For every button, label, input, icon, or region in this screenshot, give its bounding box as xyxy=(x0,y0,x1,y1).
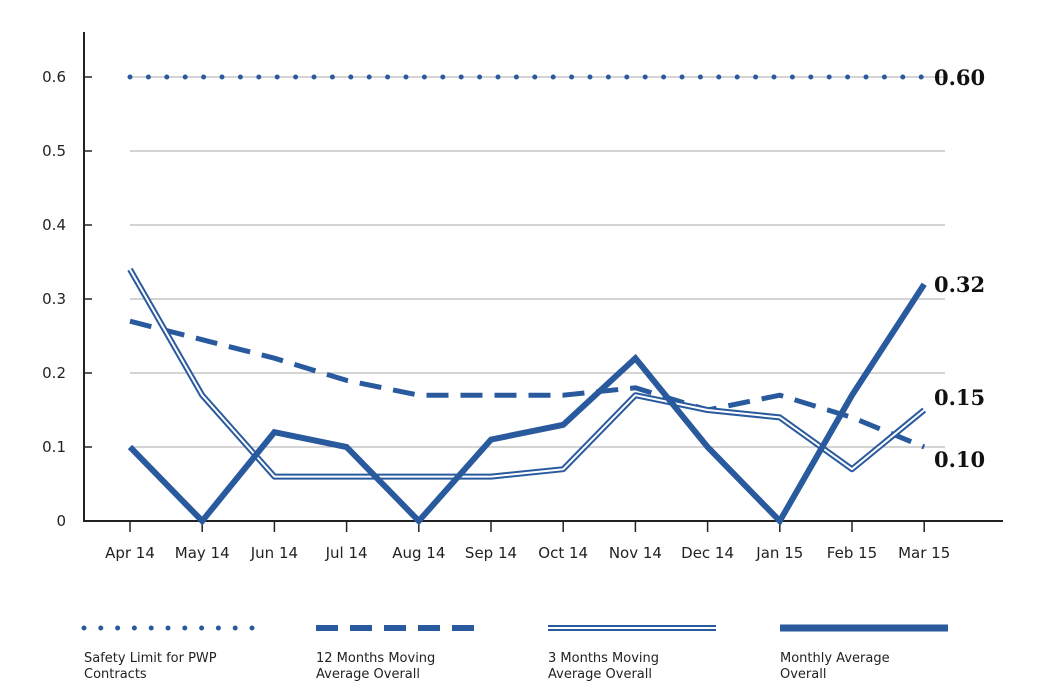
legend-label: 3 Months Moving xyxy=(548,651,659,666)
legend-label: 12 Months Moving xyxy=(316,651,435,666)
legend-label: Average Overall xyxy=(548,667,652,682)
end-label: 0.10 xyxy=(934,447,985,472)
x-tick-label: Aug 14 xyxy=(392,544,445,562)
x-tick-label: Nov 14 xyxy=(609,544,662,562)
end-label: 0.32 xyxy=(934,272,985,297)
series-line-thick xyxy=(127,282,927,526)
legend-label: Safety Limit for PWP xyxy=(84,651,217,666)
x-tick-label: Apr 14 xyxy=(105,544,155,562)
y-tick-label: 0.2 xyxy=(42,364,66,382)
x-tick-label: Jul 14 xyxy=(325,544,368,562)
x-tick-label: Mar 15 xyxy=(898,544,950,562)
y-tick-label: 0 xyxy=(56,512,66,530)
y-tick-label: 0.4 xyxy=(42,216,66,234)
y-tick-label: 0.3 xyxy=(42,290,66,308)
series-line-dashed xyxy=(129,318,926,450)
y-tick-label: 0.5 xyxy=(42,142,66,160)
axes: 0 0.1 0.2 0.3 0.4 0.5 0.6 Apr 14 May 14 Jun 14 Jul… xyxy=(42,32,1003,562)
series-lines xyxy=(127,74,927,526)
legend-label: Average Overall xyxy=(316,667,420,682)
end-label: 0.60 xyxy=(934,65,985,90)
legend-label: Contracts xyxy=(84,667,147,682)
legend-label: Monthly Average xyxy=(780,651,890,666)
x-tick-label: Feb 15 xyxy=(827,544,877,562)
x-tick-label: May 14 xyxy=(175,544,230,562)
y-tick-label: 0.6 xyxy=(42,68,66,86)
x-tick-label: Sep 14 xyxy=(465,544,517,562)
y-tick-label: 0.1 xyxy=(42,438,66,456)
gridlines xyxy=(130,76,945,448)
x-tick-label: Dec 14 xyxy=(681,544,734,562)
x-tick-label: Oct 14 xyxy=(538,544,588,562)
legend-label: Overall xyxy=(780,667,826,682)
end-label: 0.15 xyxy=(934,385,985,410)
x-tick-label: Jun 14 xyxy=(250,544,298,562)
series-line-double-inner xyxy=(129,268,925,478)
x-tick-label: Jan 15 xyxy=(755,544,803,562)
end-labels: 0.60 0.10 0.15 0.32 xyxy=(934,65,985,472)
